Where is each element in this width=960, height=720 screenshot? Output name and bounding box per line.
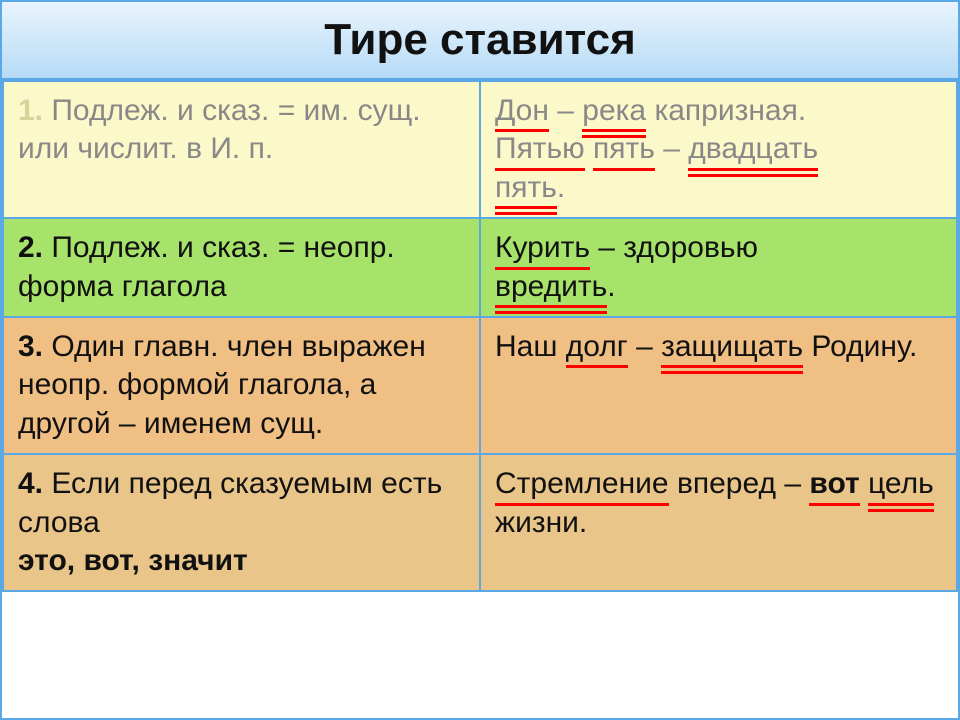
example-cell: Наш долг – защищать Родину. xyxy=(480,317,957,454)
predicate-word: река xyxy=(582,92,646,130)
example-cell: Курить – здоровью вредить. xyxy=(480,218,957,317)
subject-word: Курить xyxy=(495,229,590,267)
predicate-word: защищать xyxy=(661,328,803,366)
example-cell: Стремление вперед – вот цель жизни. xyxy=(480,454,957,591)
predicate-word: пять xyxy=(495,169,557,207)
rule-cell: 2. Подлеж. и сказ. = неопр. форма глагол… xyxy=(3,218,480,317)
rule-cell: 1. Подлеж. и сказ. = им. сущ. или числит… xyxy=(3,81,480,218)
predicate-word: двадцать xyxy=(688,130,818,168)
page-title: Тире ставится xyxy=(2,2,958,80)
text: – xyxy=(628,330,661,363)
table-row: 3. Один главн. член выражен неопр. формо… xyxy=(3,317,957,454)
text: жизни. xyxy=(495,506,587,539)
rule-text: Один главн. член выражен неопр. формой г… xyxy=(18,330,426,440)
table-row: 4. Если перед сказуемым есть слова это, … xyxy=(3,454,957,591)
text: . xyxy=(557,171,565,204)
rule-text: Подлеж. и сказ. = неопр. форма глагола xyxy=(18,231,395,302)
rule-text: Подлеж. и сказ. = им. сущ. или числит. в… xyxy=(18,94,421,165)
text: Наш xyxy=(495,330,566,363)
subject-word: Стремление xyxy=(495,465,669,503)
subject-word: Пятью xyxy=(495,130,585,168)
text: капризная. xyxy=(646,94,806,127)
rule-cell: 4. Если перед сказуемым есть слова это, … xyxy=(3,454,480,591)
rules-table: 1. Подлеж. и сказ. = им. сущ. или числит… xyxy=(2,80,958,592)
rule-keywords: это, вот, значит xyxy=(18,544,248,577)
subject-word: долг xyxy=(566,328,628,366)
subject-word: Дон xyxy=(495,92,549,130)
text: вперед – xyxy=(669,467,810,500)
text xyxy=(585,132,593,165)
text: Родину. xyxy=(803,330,917,363)
title-text: Тире ставится xyxy=(324,15,636,65)
rule-number: 4. xyxy=(18,467,43,500)
text: – xyxy=(549,94,582,127)
slide: Тире ставится 1. Подлеж. и сказ. = им. с… xyxy=(0,0,960,720)
predicate-word: цель xyxy=(868,465,934,503)
text: – здоровью xyxy=(590,231,758,264)
rule-number: 3. xyxy=(18,330,43,363)
rule-cell: 3. Один главн. член выражен неопр. формо… xyxy=(3,317,480,454)
example-cell: Дон – река капризная. Пятью пять – двадц… xyxy=(480,81,957,218)
text xyxy=(860,467,868,500)
table-row: 1. Подлеж. и сказ. = им. сущ. или числит… xyxy=(3,81,957,218)
rule-number: 1. xyxy=(18,94,43,127)
rule-number: 2. xyxy=(18,231,43,264)
keyword: вот xyxy=(809,465,859,503)
subject-word: пять xyxy=(593,130,655,168)
predicate-word: вредить xyxy=(495,268,607,306)
rule-text: Если перед сказуемым есть слова xyxy=(18,467,442,538)
text: . xyxy=(607,270,615,303)
text: – xyxy=(655,132,688,165)
table-row: 2. Подлеж. и сказ. = неопр. форма глагол… xyxy=(3,218,957,317)
